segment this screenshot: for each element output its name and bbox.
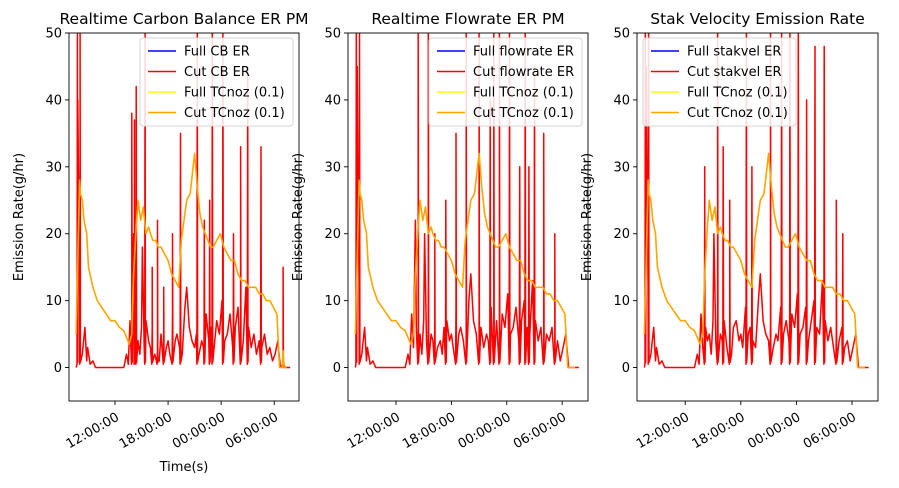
y-tick-label: 30 [324,160,341,175]
x-tick-label: 18:00:00 [690,410,748,452]
chart-panel-3: 0 10 20 30 40 50 12:00:0018:00:0000:00:0006:00… [580,10,879,452]
y-tick-label: 40 [613,93,630,108]
cut-er-line [75,33,291,369]
legend: Full CB ER Cut CB ER Full TCnoz (0.1) Cut T… [139,37,294,127]
y-axis-label: Emission Rate(g/hr) [580,153,595,281]
legend-label: Cut stakvel ER [687,65,782,80]
chart-title: Realtime Flowrate ER PM [371,10,564,28]
y-tick-label: 40 [45,93,62,108]
x-tick-label: 00:00:00 [456,410,514,452]
y-tick-label: 0 [333,361,341,376]
legend-label: Cut flowrate ER [473,65,574,80]
legend-label: Full TCnoz (0.1) [473,86,574,101]
legend: Full flowrate ER Cut flowrate ER Full TCno… [428,37,583,127]
x-tick-label: 06:00:00 [801,410,859,452]
chart-title: Realtime Carbon Balance ER PM [59,10,308,28]
x-tick-label: 12:00:00 [634,410,692,452]
plot-frame [636,32,879,402]
x-tick-label: 06:00:00 [223,410,281,452]
legend-box [139,37,294,127]
x-tick-label: 18:00:00 [117,410,175,452]
legend-label: Full TCnoz (0.1) [687,86,788,101]
plot-frame [68,32,300,402]
y-tick-label: 30 [45,160,62,175]
legend-label: Full stakvel ER [687,45,781,60]
chart-panel-2: 0 10 20 30 40 50 12:00:0018:00:0000:00:0006:00… [291,10,589,452]
legend-box [428,37,583,127]
y-tick-label: 0 [54,361,62,376]
x-tick-label: 12:00:00 [64,410,122,452]
x-tick-label: 06:00:00 [511,410,569,452]
y-tick-label: 30 [613,160,630,175]
plot-lines [75,33,291,369]
plot-lines [354,33,579,369]
y-tick-label: 50 [324,27,341,42]
legend-label: Cut TCnoz (0.1) [687,106,788,121]
legend-label: Full flowrate ER [473,45,574,60]
x-axis-label: Time(s) [159,460,209,475]
legend-label: Full CB ER [184,45,250,60]
y-tick-label: 20 [324,227,341,242]
legend-label: Cut TCnoz (0.1) [473,106,574,121]
plot-frame [347,32,589,402]
y-tick-label: 50 [613,27,630,42]
cut-er-line [354,33,579,369]
plot-lines [643,33,869,369]
legend-label: Cut TCnoz (0.1) [184,106,285,121]
cut-tcnoz-line [354,152,576,369]
y-tick-label: 50 [45,27,62,42]
chart-panel-1: 0 10 20 30 40 50 12:00:0018:00:0000:00:0006:00… [12,10,309,475]
x-tick-label: 18:00:00 [400,410,458,452]
legend-label: Cut CB ER [184,65,250,80]
y-tick-label: 20 [45,227,62,242]
legend-box [642,37,797,127]
chart-title: Stak Velocity Emission Rate [650,10,864,28]
cut-tcnoz-line [643,152,865,369]
y-tick-label: 40 [324,93,341,108]
y-tick-label: 10 [613,294,630,309]
x-tick-label: 00:00:00 [745,410,803,452]
y-tick-label: 10 [45,294,62,309]
y-axis-label: Emission Rate(g/hr) [12,153,27,281]
y-tick-label: 20 [613,227,630,242]
cut-tcnoz-line [75,152,287,369]
legend-label: Full TCnoz (0.1) [184,86,285,101]
y-tick-label: 10 [324,294,341,309]
x-tick-label: 00:00:00 [170,410,228,452]
y-axis-label: Emission Rate(g/hr) [291,153,306,281]
y-tick-label: 0 [622,361,630,376]
x-tick-label: 12:00:00 [345,410,403,452]
cut-er-line [643,33,869,369]
legend: Full stakvel ER Cut stakvel ER Full TCnoz … [642,37,797,127]
